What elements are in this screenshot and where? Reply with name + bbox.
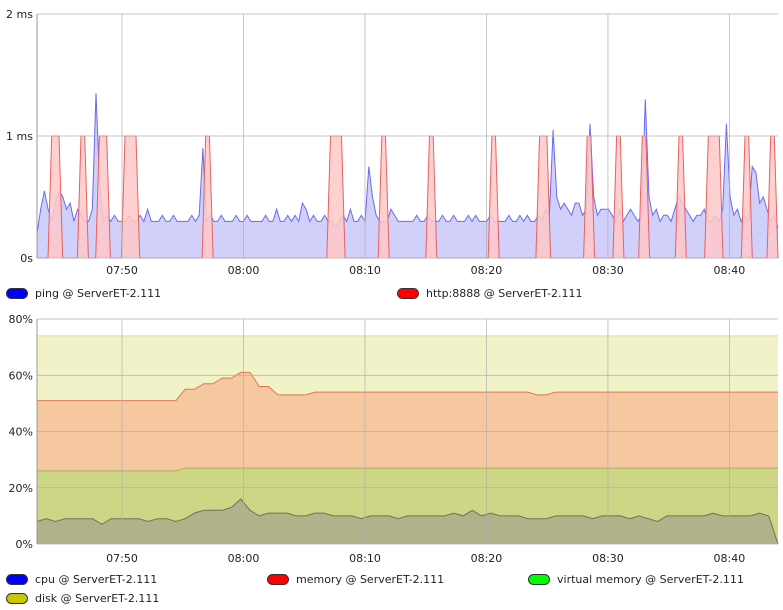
legend-item-virtual-memory[interactable]: virtual memory @ ServerET-2.111 xyxy=(528,572,744,586)
x-tick-label: 08:00 xyxy=(228,552,260,565)
legend-label-memory: memory @ ServerET-2.111 xyxy=(296,572,445,586)
x-tick-label: 08:10 xyxy=(349,552,381,565)
legend-item-cpu[interactable]: cpu @ ServerET-2.111 xyxy=(6,572,157,586)
y-tick-label: 40% xyxy=(9,426,33,439)
legend-swatch-disk xyxy=(6,592,28,604)
x-tick-label: 07:50 xyxy=(106,552,138,565)
series-line-0 xyxy=(36,93,779,234)
series-area-0 xyxy=(37,499,778,544)
series-line-3 xyxy=(37,467,778,472)
legend-label-cpu: cpu @ ServerET-2.111 xyxy=(35,572,158,586)
series-line-1 xyxy=(37,371,778,402)
legend-item-http[interactable]: http:8888 @ ServerET-2.111 xyxy=(397,286,582,300)
legend-label-http: http:8888 @ ServerET-2.111 xyxy=(426,286,583,300)
x-tick-label: 08:10 xyxy=(349,264,381,277)
resource-chart: 0% 20% 40% 60% 80% 07:50 08:00 08:10 08:20 08:30 0… xyxy=(9,313,779,565)
x-tick-label: 08:40 xyxy=(714,264,746,277)
legend-label-ping: ping @ ServerET-2.111 xyxy=(35,286,162,300)
legend-item-ping[interactable]: ping @ ServerET-2.111 xyxy=(6,286,161,300)
x-tick-label: 08:30 xyxy=(592,552,624,565)
y-tick-label: 0% xyxy=(16,538,33,551)
legend-swatch-cpu xyxy=(6,573,28,585)
legend-swatch-ping xyxy=(6,287,28,299)
legend-item-disk[interactable]: disk @ ServerET-2.111 xyxy=(6,591,159,605)
y-tick-label: 2 ms xyxy=(6,8,33,21)
legend-swatch-virtual-memory xyxy=(528,573,550,585)
legend-label-disk: disk @ ServerET-2.111 xyxy=(35,591,160,605)
y-tick-label: 60% xyxy=(9,369,33,382)
legend-swatch-memory xyxy=(267,573,289,585)
x-tick-label: 08:00 xyxy=(228,264,260,277)
latency-chart: 0s 1 ms 2 ms 07:50 08:00 08:10 08:20 08:30 08:40 xyxy=(6,8,779,277)
x-tick-label: 07:50 xyxy=(106,264,138,277)
x-tick-label: 08:40 xyxy=(714,552,746,565)
legend-swatch-http xyxy=(397,287,419,299)
x-tick-label: 08:20 xyxy=(471,264,503,277)
y-tick-label: 0s xyxy=(20,252,33,265)
y-tick-label: 80% xyxy=(9,313,33,326)
legend-label-virtual-memory: virtual memory @ ServerET-2.111 xyxy=(557,572,744,586)
y-tick-label: 20% xyxy=(9,482,33,495)
legend-item-memory[interactable]: memory @ ServerET-2.111 xyxy=(267,572,444,586)
series-line-0 xyxy=(36,498,779,545)
x-tick-label: 08:20 xyxy=(471,552,503,565)
x-tick-label: 08:30 xyxy=(592,264,624,277)
series-area-1 xyxy=(37,136,778,258)
y-tick-label: 1 ms xyxy=(6,130,33,143)
